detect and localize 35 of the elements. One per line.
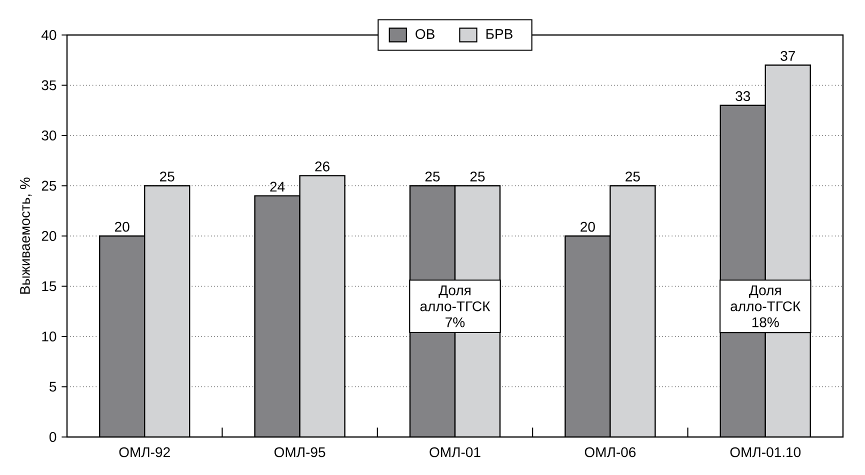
bar [144,185,190,437]
data-label: 25 [160,172,174,182]
data-label: 25 [626,172,640,182]
x-tick-label: ОМЛ-06 [584,447,636,458]
data-label: 20 [580,222,595,232]
annotation: Доля алло-ТГСК 7% [420,285,490,328]
bar [564,235,611,437]
x-tick-label: ОМЛ-01.10 [730,447,801,458]
x-tick-label: ОМЛ-01 [430,447,480,458]
y-tick-label: 35 [42,80,56,90]
y-tick-label: 25 [42,180,56,191]
bar [99,235,146,437]
data-label: 24 [270,182,285,192]
y-tick-label: 20 [42,231,56,241]
data-label: 26 [315,162,330,172]
y-tick-label: 0 [50,432,56,442]
bar [254,195,300,437]
y-tick-label: 15 [42,281,56,292]
data-label: 25 [425,172,440,182]
y-axis-title: Выживаемость, % [20,178,32,294]
data-label: 37 [780,50,795,61]
bar [299,175,346,437]
bar [610,185,656,437]
data-label: 33 [736,91,750,102]
data-label: 20 [115,222,130,232]
y-tick-label: 10 [42,332,56,342]
y-tick-label: 40 [41,30,56,40]
y-tick-label: 30 [42,130,56,140]
legend-label: ОВ [416,29,434,39]
legend-label: БРВ [486,29,512,39]
x-tick-label: ОМЛ-92 [119,447,170,458]
annotation: Доля алло-ТГСК 18% [730,285,801,328]
y-tick-label: 5 [50,382,56,392]
data-label: 25 [470,172,485,182]
x-tick-label: ОМЛ-95 [274,447,326,458]
